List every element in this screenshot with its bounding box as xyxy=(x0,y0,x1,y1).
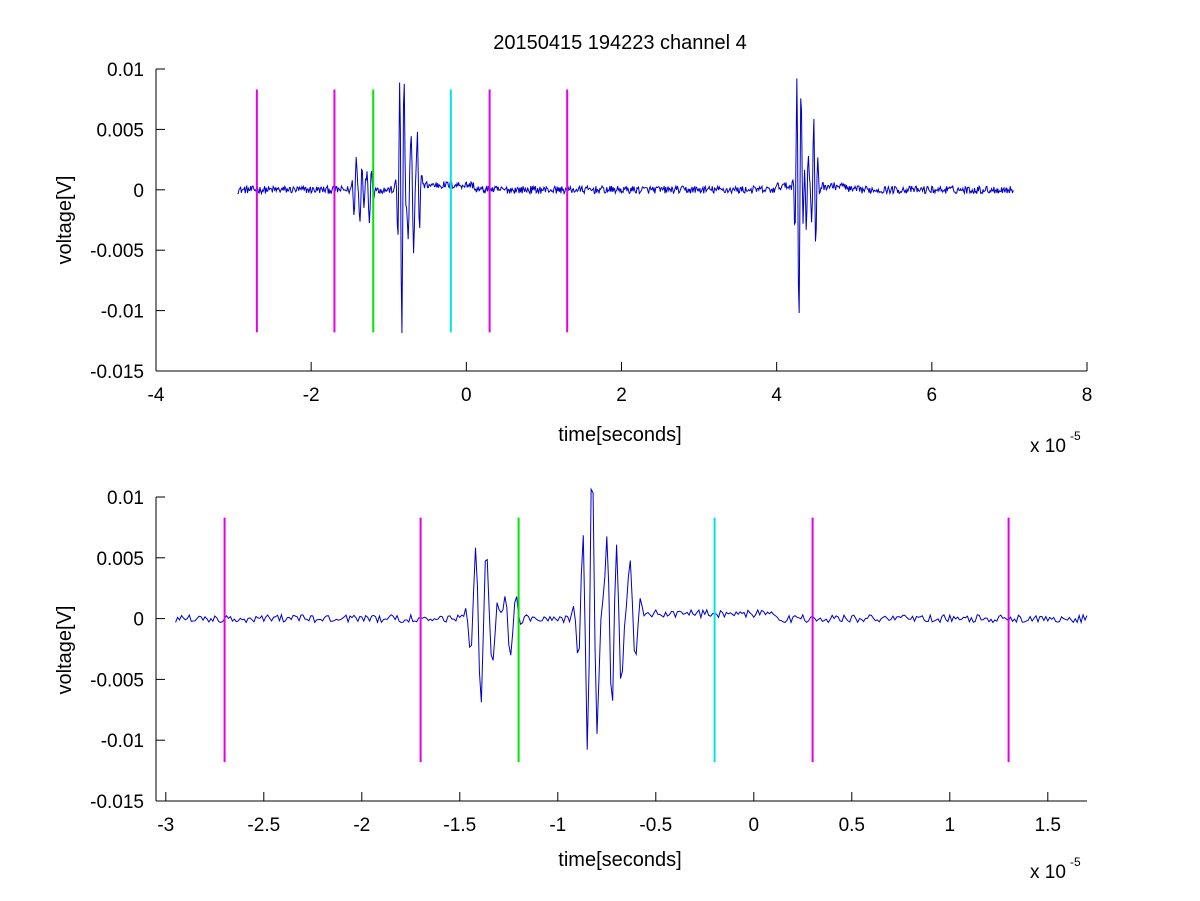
bottom-signal-series xyxy=(175,487,1088,750)
bottom-x-exponent: x 10 -5 xyxy=(1030,855,1081,883)
bottom-x-exponent-power: -5 xyxy=(1070,855,1081,869)
top-x-tick-label: 2 xyxy=(616,385,627,406)
top-y-tick-label: 0 xyxy=(133,181,144,202)
bottom-y-tick-label: 0 xyxy=(133,610,144,631)
bottom-y-tick-label: -0.01 xyxy=(101,731,144,752)
bottom-x-tick-label: -1 xyxy=(549,815,566,836)
bottom-x-tick-label: -0.5 xyxy=(639,815,672,836)
bottom-x-tick-label: -2 xyxy=(353,815,370,836)
bottom-x-tick-label: 1 xyxy=(945,815,956,836)
top-x-tick-label: -2 xyxy=(303,385,320,406)
top-x-exponent-base: x 10 xyxy=(1030,436,1066,457)
top-x-exponent-power: -5 xyxy=(1070,429,1081,443)
top-y-tick-label: -0.005 xyxy=(90,241,144,262)
bottom-y-tick-label: 0.01 xyxy=(107,488,144,509)
bottom-y-tick-label: -0.005 xyxy=(90,670,144,691)
top-y-tick-label: -0.01 xyxy=(101,302,144,323)
bottom-x-tick-label: -3 xyxy=(157,815,174,836)
top-signal-series xyxy=(237,78,1014,334)
top-x-exponent: x 10 -5 xyxy=(1030,429,1081,457)
bottom-x-tick-label: 1.5 xyxy=(1035,815,1061,836)
bottom-y-tick-label: -0.015 xyxy=(90,792,144,813)
bottom-x-tick-label: 0.5 xyxy=(839,815,865,836)
top-x-tick-label: 0 xyxy=(461,385,472,406)
top-x-tick-label: 8 xyxy=(1082,385,1093,406)
top-y-axis-label: voltage[V] xyxy=(54,176,76,265)
bottom-subplot: 0.01 0.005 0 -0.005 -0.01 -0.015 -3 -2.5 -2 -1.5 -… xyxy=(54,487,1088,883)
top-y-tick-label: 0.005 xyxy=(96,120,144,141)
top-plot-area: 0.01 0.005 0 -0.005 -0.01 -0.015-4 -2 0 2 4 6 8 xyxy=(90,60,1092,406)
bottom-y-axis-label: voltage[V] xyxy=(54,606,76,695)
figure-title: 20150415 194223 channel 4 xyxy=(493,32,747,54)
bottom-plot-area: 0.01 0.005 0 -0.005 -0.01 -0.015 -3 -2.5 -2 -1.5 -… xyxy=(90,487,1088,836)
bottom-x-tick-label: -1.5 xyxy=(443,815,476,836)
bottom-x-axis-label: time[seconds] xyxy=(558,849,681,871)
top-x-tick-label: 6 xyxy=(927,385,938,406)
bottom-y-tick-label: 0.005 xyxy=(96,549,144,570)
top-x-tick-label: 4 xyxy=(771,385,782,406)
bottom-x-exponent-base: x 10 xyxy=(1030,862,1066,883)
bottom-x-tick-label: -2.5 xyxy=(247,815,280,836)
top-x-tick-label: -4 xyxy=(148,385,165,406)
top-y-tick-label: 0.01 xyxy=(107,60,144,81)
top-x-axis-label: time[seconds] xyxy=(558,424,681,446)
top-subplot: 0.01 0.005 0 -0.005 -0.01 -0.015-4 -2 0 2 4 6 8 tim… xyxy=(54,60,1092,457)
top-y-tick-label: -0.015 xyxy=(90,362,144,383)
bottom-x-tick-label: 0 xyxy=(749,815,760,836)
